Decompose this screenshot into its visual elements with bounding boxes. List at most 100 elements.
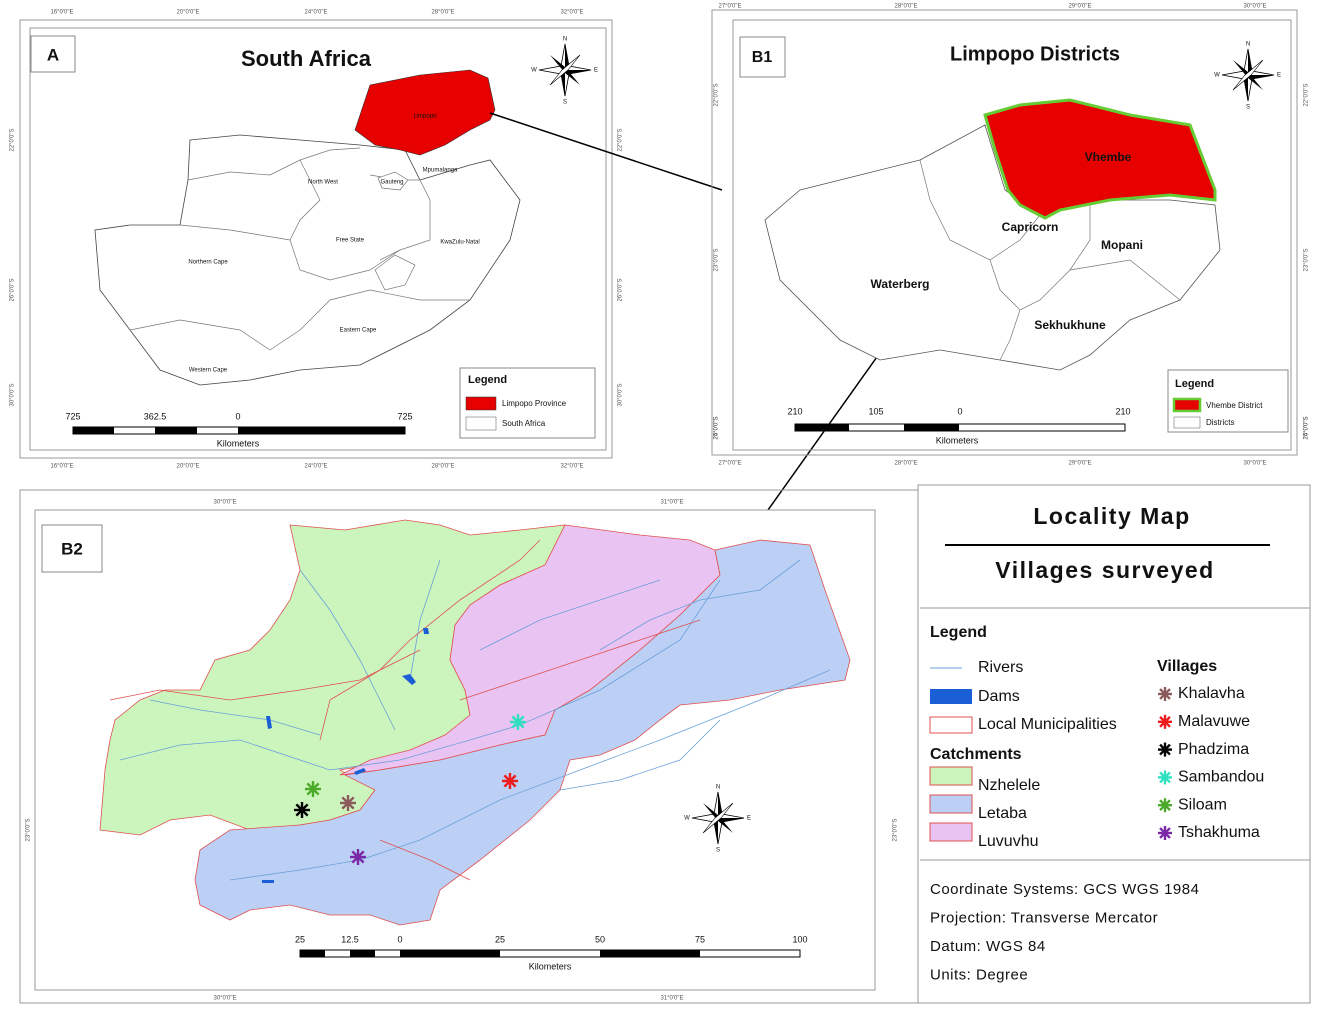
notes: Coordinate Systems: GCS WGS 1984 Projecti… xyxy=(930,881,1199,984)
compass-star xyxy=(1244,49,1274,101)
district-label: Sekhukhune xyxy=(1034,318,1106,332)
panel-a: A South Africa Limpopo North West Gauten… xyxy=(10,10,624,470)
info-title: Locality Map xyxy=(1033,503,1190,529)
panel-frame xyxy=(711,9,1298,456)
panel-b1: B1 Limpopo Districts Vhembe Capricorn Mo… xyxy=(711,4,1310,467)
river xyxy=(599,559,801,651)
dam xyxy=(354,768,366,775)
village-marker xyxy=(350,849,366,865)
village-marker xyxy=(1158,742,1172,757)
legend-swatch xyxy=(929,716,973,734)
village-marker xyxy=(1158,687,1172,701)
latitude-label: 23°0'0"S xyxy=(1304,248,1310,271)
longitude-label: 28°0'0"E xyxy=(431,464,454,470)
marker-stroke xyxy=(295,803,309,817)
legend-swatch xyxy=(929,766,973,786)
legend-subtitle: Villages xyxy=(1157,658,1217,675)
scale-label: 12.5 xyxy=(341,934,359,944)
latitude-label: 23°0'0"S xyxy=(714,248,720,271)
latitude-label: 23°0'0"S xyxy=(893,818,899,841)
graticule-labels: 16°0'0"E 16°0'0"E 20°0'0"E 20°0'0"E 24°0'0"E… xyxy=(10,10,624,470)
legend-title: Legend xyxy=(1175,378,1214,390)
longitude-label: 28°0'0"E xyxy=(894,4,917,10)
municipal-border xyxy=(459,619,701,701)
legend-label: Vhembe District xyxy=(1206,401,1263,410)
village-marker xyxy=(1158,714,1172,729)
longitude-label: 29°0'0"E xyxy=(1068,461,1091,467)
municipal-border xyxy=(379,839,471,881)
scale-segment xyxy=(904,424,959,431)
scale-label: 100 xyxy=(792,934,807,944)
longitude-label: 24°0'0"E xyxy=(304,464,327,470)
scale-unit: Kilometers xyxy=(936,435,979,445)
latitude-label: 25°0'0"S xyxy=(714,416,720,439)
compass-letter: E xyxy=(1277,73,1281,79)
longitude-label: 20°0'0"E xyxy=(176,10,199,16)
dam xyxy=(266,716,272,729)
marker-stroke xyxy=(1159,688,1171,700)
province-border xyxy=(289,159,401,281)
marker-stroke xyxy=(1159,827,1171,839)
river xyxy=(229,669,831,881)
scale-bar: 210 105 0 210 Kilometers xyxy=(787,406,1130,445)
label-box xyxy=(30,35,76,73)
panel-label: A xyxy=(47,45,59,64)
latitude-label: 26°0'0"S xyxy=(618,278,624,301)
latitude-label: 24°0'0"S xyxy=(714,416,720,439)
latitude-label: 25°0'0"S xyxy=(1304,416,1310,439)
note: Units: Degree xyxy=(930,966,1028,983)
compass-letter: E xyxy=(747,816,751,822)
legend-label: Local Municipalities xyxy=(978,716,1117,733)
compass: N E S W xyxy=(684,785,751,854)
village-marker xyxy=(294,802,310,818)
municipal-border xyxy=(109,649,421,701)
scale-segment xyxy=(600,950,700,957)
compass-letter: S xyxy=(716,848,720,854)
village-legend: Khalavha Malavuwe Phadzima Sambandou Siloam T… xyxy=(1158,685,1264,841)
scale-segment xyxy=(73,427,114,434)
legend-swatch xyxy=(1172,397,1202,413)
scale-unit: Kilometers xyxy=(529,961,572,971)
scale-label: 362.5 xyxy=(144,411,167,421)
longitude-label: 20°0'0"E xyxy=(176,464,199,470)
village-marker xyxy=(510,714,526,730)
compass-letter: N xyxy=(1246,42,1250,48)
compass-star xyxy=(561,44,591,96)
legend-title: Legend xyxy=(468,374,507,386)
scale-segment xyxy=(238,427,405,434)
scale-label: 0 xyxy=(397,934,402,944)
dam xyxy=(262,880,274,883)
panel-label: B1 xyxy=(752,49,773,66)
info-panel: Locality Map Villages surveyed Legend Ri… xyxy=(917,484,1311,1004)
longitude-label: 32°0'0"E xyxy=(560,464,583,470)
map-frame xyxy=(34,509,876,991)
village-marker xyxy=(305,781,321,797)
info-subtitle: Villages surveyed xyxy=(995,557,1214,583)
river xyxy=(479,579,661,651)
district-label: Waterberg xyxy=(871,277,930,291)
dam xyxy=(423,628,429,634)
province-label: Eastern Cape xyxy=(340,328,377,334)
river xyxy=(149,699,321,736)
province-label: Gauteng xyxy=(380,180,403,186)
scale-label: 725 xyxy=(65,411,80,421)
compass-letter: S xyxy=(1246,105,1250,111)
info-frame xyxy=(917,484,1311,1004)
dam xyxy=(402,674,416,685)
district-border xyxy=(999,309,1021,361)
village-marker xyxy=(1158,770,1172,785)
longitude-label: 31°0'0"E xyxy=(660,500,683,506)
district-label: Mopani xyxy=(1101,238,1143,252)
note: Datum: WGS 84 xyxy=(930,938,1046,955)
longitude-label: 30°0'0"E xyxy=(1243,461,1266,467)
scale-label: 210 xyxy=(787,406,802,416)
longitude-label: 32°0'0"E xyxy=(560,10,583,16)
compass-letter: E xyxy=(594,68,598,74)
label-box xyxy=(41,524,103,573)
scale-segment xyxy=(795,424,849,431)
scale-segment xyxy=(400,950,500,957)
compass-letter: S xyxy=(563,100,567,106)
district-label: Capricorn xyxy=(1002,220,1059,234)
scale-label: 25 xyxy=(295,934,305,944)
